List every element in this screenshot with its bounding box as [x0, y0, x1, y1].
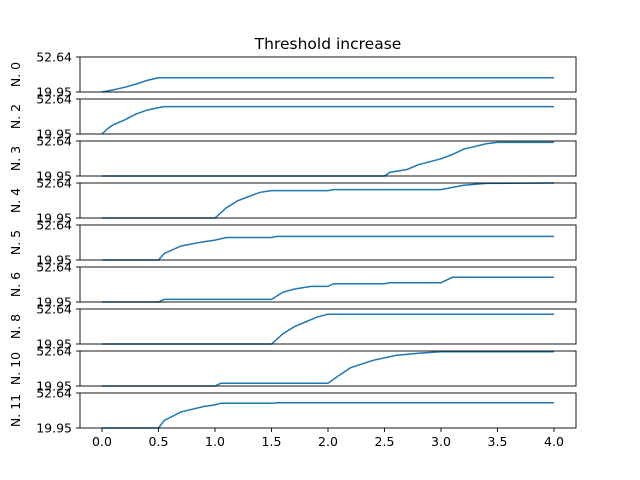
subplot-frame	[79, 350, 577, 387]
x-tick-label: 1.5	[262, 434, 282, 449]
subplot-frame	[79, 392, 577, 429]
x-tick-label: 4.0	[544, 434, 564, 449]
x-tick-label: 1.0	[205, 434, 225, 449]
y-tick-label: 52.64	[36, 260, 72, 275]
y-tick-label: 52.64	[36, 50, 72, 65]
x-tick-label: 3.5	[488, 434, 508, 449]
y-tick-label: 19.95	[36, 211, 72, 226]
subplot-frame	[79, 224, 577, 261]
subplot-8: 52.64 19.95 N. 11	[8, 386, 577, 436]
y-tick-label: 52.64	[36, 218, 72, 233]
y-tick-label: 19.95	[36, 421, 72, 436]
series-line-8	[102, 402, 554, 429]
x-tick-label: 0.0	[92, 434, 112, 449]
y-tick-label: 52.64	[36, 386, 72, 401]
y-tick-label: 52.64	[36, 92, 72, 107]
y-axis-label: N. 2	[8, 104, 23, 129]
subplot-3: 52.64 19.95 N. 4	[8, 176, 577, 226]
y-tick-label: 52.64	[36, 302, 72, 317]
subplot-frame	[79, 140, 577, 177]
x-tick-label: 3.0	[431, 434, 451, 449]
y-axis-label: N. 4	[8, 188, 23, 213]
y-tick-label: 52.64	[36, 344, 72, 359]
subplot-frame	[79, 98, 577, 135]
series-line-2	[102, 141, 554, 177]
y-tick-label: 19.95	[36, 253, 72, 268]
y-axis-label: N. 3	[8, 146, 23, 171]
chart-title: Threshold increase	[254, 35, 402, 53]
series-line-1	[101, 105, 554, 135]
subplot-frame	[79, 56, 577, 93]
y-axis-label: N. 11	[8, 394, 23, 427]
y-tick-label: 19.95	[36, 379, 72, 394]
y-tick-label: 19.95	[36, 85, 72, 100]
subplot-frame	[79, 182, 577, 219]
y-tick-label: 19.95	[36, 127, 72, 142]
y-tick-label: 52.64	[36, 134, 72, 149]
y-axis-label: N. 10	[8, 352, 23, 385]
y-axis-label: N. 5	[8, 230, 23, 255]
x-tick-label: 0.5	[149, 434, 169, 449]
series-line-3	[102, 182, 555, 219]
y-axis-label: N. 6	[8, 272, 23, 297]
subplot-2: 52.64 19.95 N. 3	[8, 134, 577, 184]
series-line-0	[101, 77, 554, 93]
subplot-6: 52.64 19.95 N. 8	[8, 302, 577, 352]
subplot-5: 52.64 19.95 N. 6	[8, 260, 577, 310]
series-line-4	[102, 235, 554, 261]
series-line-7	[102, 350, 554, 387]
y-tick-label: 19.95	[36, 337, 72, 352]
subplot-frame	[79, 266, 577, 303]
y-axis-label: N. 0	[8, 62, 23, 87]
y-axis-label: N. 8	[8, 314, 23, 339]
y-tick-label: 19.95	[36, 295, 72, 310]
y-tick-label: 19.95	[36, 169, 72, 184]
subplot-0: 52.64 19.95 N. 0	[8, 50, 577, 100]
subplot-7: 52.64 19.95 N. 10	[8, 344, 577, 394]
x-tick-label: 2.5	[375, 434, 395, 449]
subplot-frame	[79, 308, 577, 345]
series-line-6	[102, 313, 554, 345]
x-tick-label: 2.0	[318, 434, 338, 449]
y-tick-label: 52.64	[36, 176, 72, 191]
series-line-5	[102, 276, 554, 303]
subplot-1: 52.64 19.95 N. 2	[8, 92, 577, 142]
subplot-4: 52.64 19.95 N. 5	[8, 218, 577, 268]
x-axis: 0.0 0.5 1.0 1.5 2.0 2.5 3.0 3.5 4.0	[92, 428, 564, 449]
